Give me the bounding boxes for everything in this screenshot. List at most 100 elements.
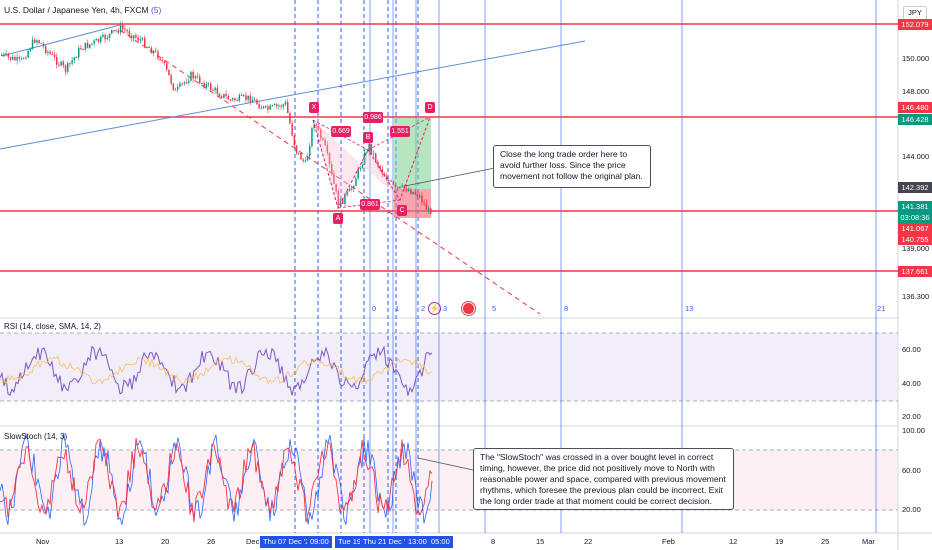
candle-body (320, 129, 322, 139)
candle-body (128, 31, 131, 36)
candle-body (399, 186, 401, 189)
candle-body (135, 35, 137, 38)
candle-body (346, 191, 348, 196)
price-tag: 146.428 (898, 114, 932, 125)
candle-body (379, 165, 381, 170)
candle-body (410, 189, 412, 195)
candle-body (423, 202, 425, 204)
price-tag: 142.392 (898, 182, 932, 193)
fib-count-label: 1 (395, 304, 400, 313)
time-highlight: Thu 21 Dec '23 (360, 536, 417, 548)
candle-body (216, 87, 219, 94)
price-tick: 136.300 (902, 292, 930, 301)
candle-body (366, 151, 368, 153)
fib-count-label: 3 (443, 304, 448, 313)
price-tick: 150.000 (902, 54, 930, 63)
candle-body (348, 188, 351, 192)
candle-body (249, 95, 252, 102)
candle-body (430, 208, 432, 214)
candle-body (170, 75, 172, 84)
candle-body (62, 61, 65, 66)
candle-body (278, 105, 280, 107)
price-candles[interactable] (1, 21, 432, 215)
candle-body (254, 99, 256, 101)
candle-body (265, 106, 267, 108)
long-trend-line[interactable] (0, 40, 586, 150)
pattern-point-b[interactable]: B (363, 132, 373, 143)
dashed-vertical-lines[interactable] (294, 0, 419, 533)
candle-body (42, 43, 45, 47)
pattern-point-x[interactable]: X (309, 102, 319, 113)
rsi-band (0, 333, 898, 401)
candle-body (177, 86, 179, 90)
candle-body (232, 98, 234, 100)
currency-button[interactable]: JPY (903, 6, 927, 20)
pattern-ratio[interactable]: 1.551 (390, 126, 410, 137)
time-tick: 25 (821, 537, 830, 546)
candle-body (377, 161, 379, 166)
candle-body (38, 40, 40, 44)
candle-body (84, 42, 87, 50)
candle-body (9, 56, 12, 60)
pattern-ratio[interactable]: 0.986 (363, 112, 383, 123)
pattern-point-c[interactable]: C (397, 205, 407, 216)
candle-body (401, 185, 403, 187)
pattern-ratio[interactable]: 0.669 (331, 126, 351, 137)
stoch-title[interactable]: SlowStoch (14, 3) (4, 432, 68, 441)
candle-body (161, 60, 164, 62)
candle-body (309, 146, 311, 157)
candle-body (139, 39, 142, 41)
candle-body (12, 57, 14, 60)
candle-body (350, 188, 353, 190)
price-tag: 152.079 (898, 19, 932, 30)
candle-body (273, 104, 276, 106)
candle-body (192, 71, 194, 79)
pattern-ratio[interactable]: 0.861 (360, 199, 380, 210)
candle-body (427, 208, 430, 210)
rsi-line (0, 345, 433, 396)
candle-body (122, 25, 124, 30)
candle-body (245, 95, 247, 100)
candle-body (166, 63, 168, 70)
candle-body (276, 104, 278, 107)
rsi-title[interactable]: RSI (14, close, SMA, 14, 2) (4, 322, 101, 331)
candle-body (243, 94, 245, 96)
candle-body (271, 105, 274, 107)
candle-body (106, 37, 109, 40)
candle-body (282, 104, 285, 107)
candle-body (58, 64, 60, 66)
candle-body (368, 143, 370, 152)
candle-body (359, 168, 362, 170)
bottom-annotation-note[interactable]: The "SlowStoch" was crossed in a over bo… (473, 448, 734, 510)
candle-body (20, 58, 23, 60)
candle-body (372, 153, 375, 155)
candle-body (421, 195, 423, 203)
candle-body (159, 58, 161, 61)
price-tag: 137.661 (898, 266, 932, 277)
fib-time-lines[interactable] (369, 0, 877, 533)
stoch-tick: 60.00 (902, 466, 921, 475)
candle-body (205, 83, 208, 88)
candle-body (419, 195, 421, 197)
top-annotation-note[interactable]: Close the long trade order here to avoid… (493, 145, 651, 188)
candle-body (194, 76, 197, 79)
candle-body (97, 38, 100, 42)
candle-body (234, 98, 236, 101)
lightning-icon[interactable]: ⚡ (428, 302, 441, 315)
pattern-point-a[interactable]: A (333, 213, 343, 224)
price-tag: 140.755 (898, 234, 932, 245)
pattern-point-d[interactable]: D (425, 102, 435, 113)
time-tick: 26 (207, 537, 216, 546)
descending-dashed-line[interactable] (119, 29, 541, 315)
horizontal-levels[interactable] (0, 23, 898, 272)
candle-body (212, 89, 214, 91)
candle-body (117, 30, 120, 33)
title-marker: (5) (150, 5, 162, 15)
candle-body (31, 39, 34, 49)
price-tick: 144.000 (902, 152, 930, 161)
price-tag: 141.381 (898, 201, 932, 212)
flag-event-icon[interactable] (462, 302, 475, 315)
upper-trend-line[interactable] (1, 24, 121, 57)
